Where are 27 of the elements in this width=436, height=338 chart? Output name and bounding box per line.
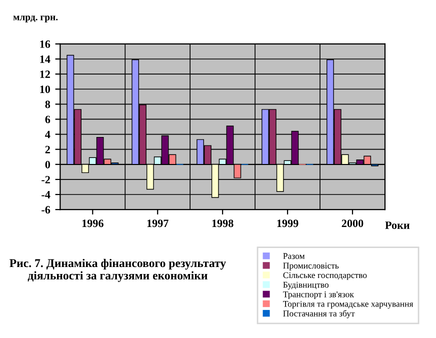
y-tick-label: -4 <box>42 191 50 198</box>
legend-label: Транспорт і зв'язок <box>283 291 354 300</box>
x-tick-label: 1996 <box>82 220 104 228</box>
y-tick-label: 4 <box>45 130 50 138</box>
y-tick-label: 14 <box>40 56 50 63</box>
y-tick-label: -6 <box>42 206 50 214</box>
x-tick-label: 1998 <box>212 220 234 228</box>
legend-label: Промисловість <box>283 262 339 270</box>
legend-label: Сільське господарство <box>283 272 367 280</box>
y-tick-label: 6 <box>45 116 50 124</box>
y-axis-title: млрд. грн. <box>13 16 58 22</box>
y-tick-label: -2 <box>42 176 50 184</box>
x-tick-label: 1999 <box>277 220 298 228</box>
text: Рис. 7. Динаміка фінансового результату діяльності за галузями економіки <box>10 258 226 282</box>
x-tick-label: 1997 <box>147 220 168 228</box>
legend-label: Разом <box>283 253 305 260</box>
y-tick-label: 16 <box>40 40 50 48</box>
y-tick-label: 8 <box>45 100 50 108</box>
legend-label: Торгівля та громадське харчування <box>283 300 414 309</box>
y-tick-label: 12 <box>40 70 50 78</box>
x-tick-label: 2000 <box>342 220 364 228</box>
legend-label: Постачання та збут <box>283 310 355 318</box>
x-axis-title: Роки <box>385 222 410 229</box>
legend-label: Будівництво <box>283 282 329 290</box>
y-tick-label: 2 <box>45 146 50 154</box>
y-tick-label: 10 <box>40 86 50 94</box>
y-tick-label: 0 <box>45 160 50 168</box>
